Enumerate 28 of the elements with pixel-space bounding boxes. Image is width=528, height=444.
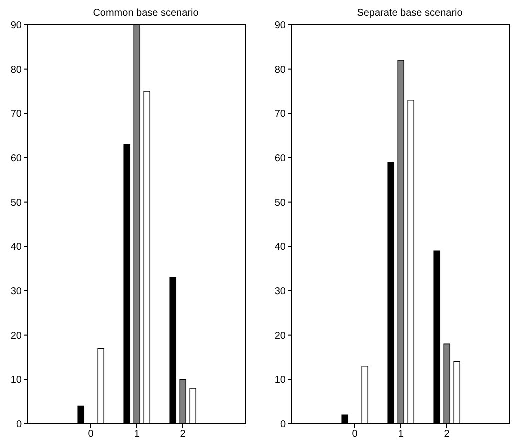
y-tick-label: 10 — [274, 375, 286, 386]
y-tick-label: 40 — [274, 242, 286, 254]
y-tick-label: 50 — [274, 198, 286, 209]
y-tick-label: 80 — [10, 64, 22, 76]
y-tick-label: 40 — [10, 242, 22, 254]
y-tick-label: 70 — [10, 109, 22, 120]
y-tick-label: 70 — [274, 109, 286, 120]
y-tick-label: 0 — [16, 420, 22, 431]
x-tick-label: 0 — [352, 429, 358, 440]
y-tick-label: 90 — [274, 20, 286, 32]
y-tick-label: 0 — [280, 420, 286, 431]
y-tick-label: 30 — [274, 286, 286, 298]
y-tick-label: 60 — [274, 154, 286, 165]
x-tick-label: 1 — [398, 429, 404, 440]
x-tick-label: 2 — [444, 429, 450, 440]
y-tick-label: 10 — [10, 375, 22, 386]
x-tick-label: 0 — [88, 429, 94, 440]
y-tick-label: 60 — [10, 154, 22, 165]
y-tick-label: 80 — [274, 64, 286, 76]
y-tick-label: 30 — [10, 286, 22, 298]
chart-title: Separate base scenario — [356, 8, 464, 20]
y-tick-label: 20 — [10, 330, 22, 342]
y-tick-label: 20 — [274, 330, 286, 342]
chart-title: Common base scenario — [92, 8, 200, 20]
y-tick-label: 90 — [10, 20, 22, 32]
y-tick-label: 50 — [10, 198, 22, 209]
x-tick-label: 1 — [134, 429, 140, 440]
x-tick-label: 2 — [180, 429, 186, 440]
